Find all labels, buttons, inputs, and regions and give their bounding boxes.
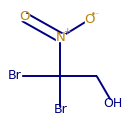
Text: O: O — [19, 10, 29, 23]
Text: Br: Br — [53, 103, 67, 116]
Bar — [9, 73, 21, 79]
Bar — [20, 14, 29, 20]
Text: N: N — [55, 31, 65, 44]
Bar — [56, 34, 65, 41]
Text: O: O — [85, 13, 95, 26]
Text: +: + — [63, 27, 70, 36]
Bar — [54, 107, 67, 113]
Text: Br: Br — [8, 69, 22, 82]
Bar — [107, 100, 118, 107]
Text: •⁻: •⁻ — [91, 10, 100, 19]
Bar — [85, 16, 94, 23]
Text: OH: OH — [103, 97, 122, 110]
